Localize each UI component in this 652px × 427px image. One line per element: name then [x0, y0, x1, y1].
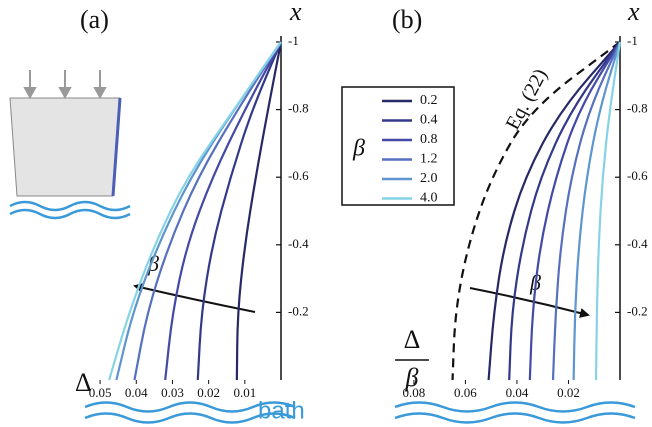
beta-arrow-b: [469, 287, 590, 318]
data-line: [133, 41, 282, 381]
y-tick-label: -0.2: [627, 303, 648, 318]
y-tick-label: -0.4: [288, 236, 309, 251]
data-line: [108, 41, 282, 381]
panel-title: (b): [392, 5, 422, 34]
y-tick-label: -0.6: [288, 168, 309, 183]
legend-label: 4.0: [420, 191, 438, 206]
y-axis-label: x: [289, 0, 302, 26]
x-axis-label-numerator: Δ: [404, 325, 421, 354]
data-line: [196, 41, 283, 381]
x-axis-label-denominator: β: [405, 363, 419, 392]
data-line: [528, 41, 621, 381]
x-tick-label: 0.02: [557, 385, 580, 400]
x-tick-label: 0.04: [125, 385, 148, 400]
data-line: [551, 41, 622, 381]
y-tick-label: -0.8: [288, 101, 309, 116]
bath-waves-a: [84, 401, 296, 424]
data-line: [594, 41, 622, 381]
legend-label: 1.2: [420, 152, 438, 167]
y-axis-label: x: [627, 0, 640, 26]
reference-label: Eq. (22): [502, 65, 552, 133]
x-tick-label: 0.02: [197, 385, 220, 400]
legend-box: [341, 86, 455, 206]
bath-waves-b: [394, 401, 636, 424]
legend-label: 0.8: [420, 132, 438, 147]
y-tick-label: -0.4: [627, 236, 648, 251]
x-tick-label: 0.03: [161, 385, 184, 400]
y-tick-label: -1: [288, 33, 299, 48]
bath-label: bath: [258, 397, 305, 424]
beta-arrow-a: [133, 282, 256, 313]
x-axis-label: Δ: [75, 368, 92, 397]
x-tick-label: 0.01: [233, 385, 256, 400]
legend-label: 0.2: [420, 93, 438, 108]
y-tick-label: -0.2: [288, 303, 309, 318]
data-line: [487, 41, 621, 381]
legend-label: 2.0: [420, 171, 438, 186]
data-line: [508, 41, 621, 381]
reference-curve: [451, 41, 621, 381]
x-tick-label: 0.08: [403, 385, 426, 400]
x-tick-label: 0.04: [506, 385, 529, 400]
data-line: [572, 41, 622, 381]
inset-sketch: [9, 70, 131, 220]
y-tick-label: -1: [627, 33, 638, 48]
x-tick-label: 0.05: [89, 385, 112, 400]
data-line: [235, 41, 283, 381]
data-line: [164, 41, 282, 381]
y-tick-label: -0.6: [627, 168, 648, 183]
x-tick-label: 0.06: [454, 385, 477, 400]
legend-label: 0.4: [420, 113, 438, 128]
y-tick-label: -0.8: [627, 101, 648, 116]
legend-title: β: [352, 136, 365, 162]
panel-title: (a): [80, 5, 109, 34]
